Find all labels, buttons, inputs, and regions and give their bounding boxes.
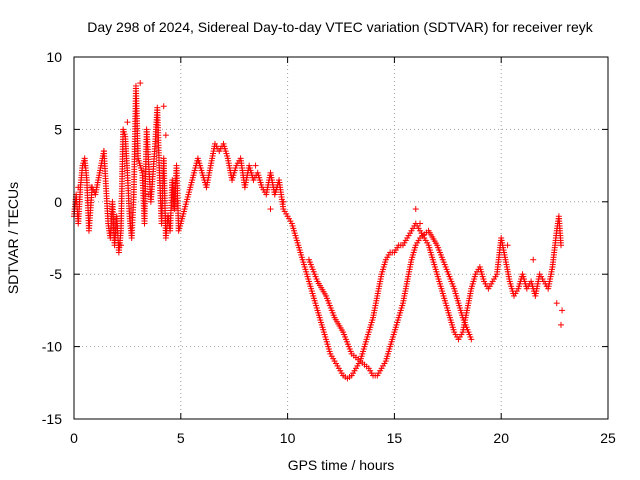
data-point [412,206,419,213]
data-point [117,242,124,249]
data-point [81,162,88,169]
data-point [468,336,475,343]
grid [74,57,608,419]
data-point [75,184,82,191]
data-points [71,80,566,382]
data-point [267,206,274,213]
data-point [160,103,167,110]
data-point [145,191,152,198]
data-point [558,242,565,249]
tick-labels: 0 5 10 15 20 25 -15 -10 -5 0 5 10 [42,49,616,446]
x-axis-label: GPS time / hours [288,457,395,473]
x-tick-label: 10 [280,430,296,446]
y-axis-label: SDTVAR / TECUs [5,182,21,294]
data-point [558,321,565,328]
x-tick-label: 5 [177,430,185,446]
x-tick-label: 25 [600,430,616,446]
data-point [162,132,169,139]
y-tick-label: 10 [46,49,62,65]
data-point [504,242,511,249]
y-tick-label: -5 [50,266,63,282]
chart-title: Day 298 of 2024, Sidereal Day-to-day VTE… [87,19,593,35]
data-point [88,184,95,191]
y-tick-label: -10 [42,339,62,355]
data-point [530,256,537,263]
data-point [100,148,107,155]
data-point [280,198,287,205]
y-tick-label: -15 [42,411,62,427]
x-tick-label: 15 [387,430,403,446]
plot-frame [73,56,609,420]
data-point [137,80,144,87]
y-tick-label: 0 [54,194,62,210]
data-point [417,220,424,227]
data-point [553,300,560,307]
data-point [549,263,556,270]
axis-ticks [73,56,609,420]
y-tick-label: 5 [54,121,62,137]
x-tick-label: 20 [493,430,509,446]
data-point [559,307,566,314]
data-point [252,162,259,169]
x-tick-label: 0 [70,430,78,446]
data-point [124,119,131,126]
